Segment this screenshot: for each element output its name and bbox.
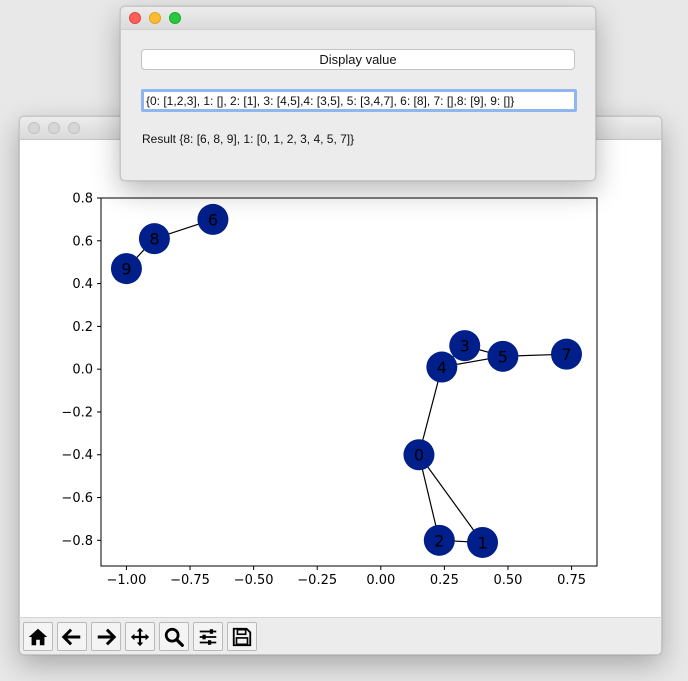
graph-edge xyxy=(418,454,484,543)
graph-node-label: 9 xyxy=(121,260,131,279)
graph-plot-canvas[interactable]: 0 1 2 34 5 6 7 89 −1.00 −0.75 −0.50 −0.25 0.00 0.25 0… xyxy=(20,140,661,617)
graph-node-marker xyxy=(423,524,455,556)
result-value: {8: [6, 8, 9], 1: [0, 1, 2, 3, 4, 5, 7]} xyxy=(179,132,355,146)
y-tick-label: −0.2 xyxy=(61,405,93,420)
graph-node-label: 2 xyxy=(434,531,444,550)
graph-node: 1 xyxy=(467,526,499,558)
graph-node: 0 xyxy=(403,439,435,471)
graph-node-marker xyxy=(550,338,582,370)
configure-subplots-button[interactable] xyxy=(193,622,223,651)
graph-node-label: 3 xyxy=(460,337,470,356)
x-tick-label: −1.00 xyxy=(107,573,147,588)
zoom-window-button[interactable] xyxy=(169,12,181,24)
graph-node-label: 5 xyxy=(498,347,508,366)
graph-node-label: 8 xyxy=(149,230,159,249)
graph-node: 5 xyxy=(487,340,519,372)
graph-node-label: 7 xyxy=(561,345,571,364)
y-tick-label: 0.6 xyxy=(72,234,93,249)
minimize-button[interactable] xyxy=(48,122,60,134)
y-tick-label: 0.0 xyxy=(72,363,93,378)
forward-button[interactable] xyxy=(91,622,121,651)
result-label: Result xyxy=(142,132,177,146)
result-line: Result {8: [6, 8, 9], 1: [0, 1, 2, 3, 4,… xyxy=(142,132,354,146)
graph-node-marker xyxy=(426,351,458,383)
x-tick-label: −0.25 xyxy=(297,573,337,588)
x-axis: −1.00 −0.75 −0.50 −0.25 0.00 0.25 0.50 0.75 xyxy=(107,566,586,588)
zoom-icon xyxy=(164,627,184,647)
y-tick-label: 0.4 xyxy=(72,277,93,292)
graph-node-marker xyxy=(467,526,499,558)
home-button[interactable] xyxy=(23,622,53,651)
graph-node-marker xyxy=(403,439,435,471)
navigation-toolbar xyxy=(20,617,661,654)
close-button[interactable] xyxy=(129,12,141,24)
back-icon xyxy=(61,628,81,645)
graph-nodes: 0 1 2 34 5 6 7 89 xyxy=(110,203,582,558)
graph-node-marker xyxy=(138,223,170,255)
x-tick-label: −0.75 xyxy=(170,573,210,588)
x-tick-label: 0.00 xyxy=(366,573,395,588)
back-button[interactable] xyxy=(57,622,87,651)
dialog-titlebar[interactable] xyxy=(121,7,595,30)
graph-node: 9 xyxy=(110,253,142,285)
pan-button[interactable] xyxy=(125,622,155,651)
save-button[interactable] xyxy=(227,622,257,651)
zoom-button[interactable] xyxy=(159,622,189,651)
graph-node: 3 xyxy=(449,330,481,362)
graph-node-label: 4 xyxy=(437,358,447,377)
graph-node-marker xyxy=(487,340,519,372)
save-icon xyxy=(232,627,252,646)
y-tick-label: −0.4 xyxy=(61,448,93,463)
forward-icon xyxy=(97,628,117,645)
graph-node-marker xyxy=(197,203,229,235)
y-tick-label: −0.6 xyxy=(61,491,93,506)
display-value-button[interactable]: Display value xyxy=(141,49,575,70)
y-tick-label: 0.8 xyxy=(72,192,93,207)
x-tick-label: 0.75 xyxy=(557,573,586,588)
x-tick-label: −0.50 xyxy=(234,573,274,588)
graph-node-label: 6 xyxy=(208,210,218,229)
x-tick-label: 0.50 xyxy=(493,573,522,588)
graph-node-marker xyxy=(449,330,481,362)
y-axis: −0.8 −0.6 −0.4 −0.2 0.0 0.2 0.4 0.6 0.8 xyxy=(61,192,101,549)
display-value-dialog: Display value Result {8: [6, 8, 9], 1: [… xyxy=(120,6,596,181)
y-tick-label: −0.8 xyxy=(61,534,93,549)
graph-node: 2 xyxy=(423,524,455,556)
home-icon xyxy=(28,628,48,645)
minimize-button[interactable] xyxy=(149,12,161,24)
x-tick-label: 0.25 xyxy=(430,573,459,588)
graph-node: 6 xyxy=(197,203,229,235)
graph-edges xyxy=(125,218,567,544)
close-button[interactable] xyxy=(28,122,40,134)
zoom-window-button[interactable] xyxy=(68,122,80,134)
graph-node-label: 0 xyxy=(414,446,424,465)
configure-subplots-icon xyxy=(199,628,217,645)
graph-node: 4 xyxy=(426,351,458,383)
graph-node-marker xyxy=(110,253,142,285)
axes-frame xyxy=(100,197,598,567)
graph-dict-input[interactable] xyxy=(141,89,577,112)
graph-node-label: 1 xyxy=(477,533,487,552)
graph-node: 8 xyxy=(138,223,170,255)
y-tick-label: 0.2 xyxy=(72,320,93,335)
graph-node: 7 xyxy=(550,338,582,370)
pan-icon xyxy=(130,627,150,646)
